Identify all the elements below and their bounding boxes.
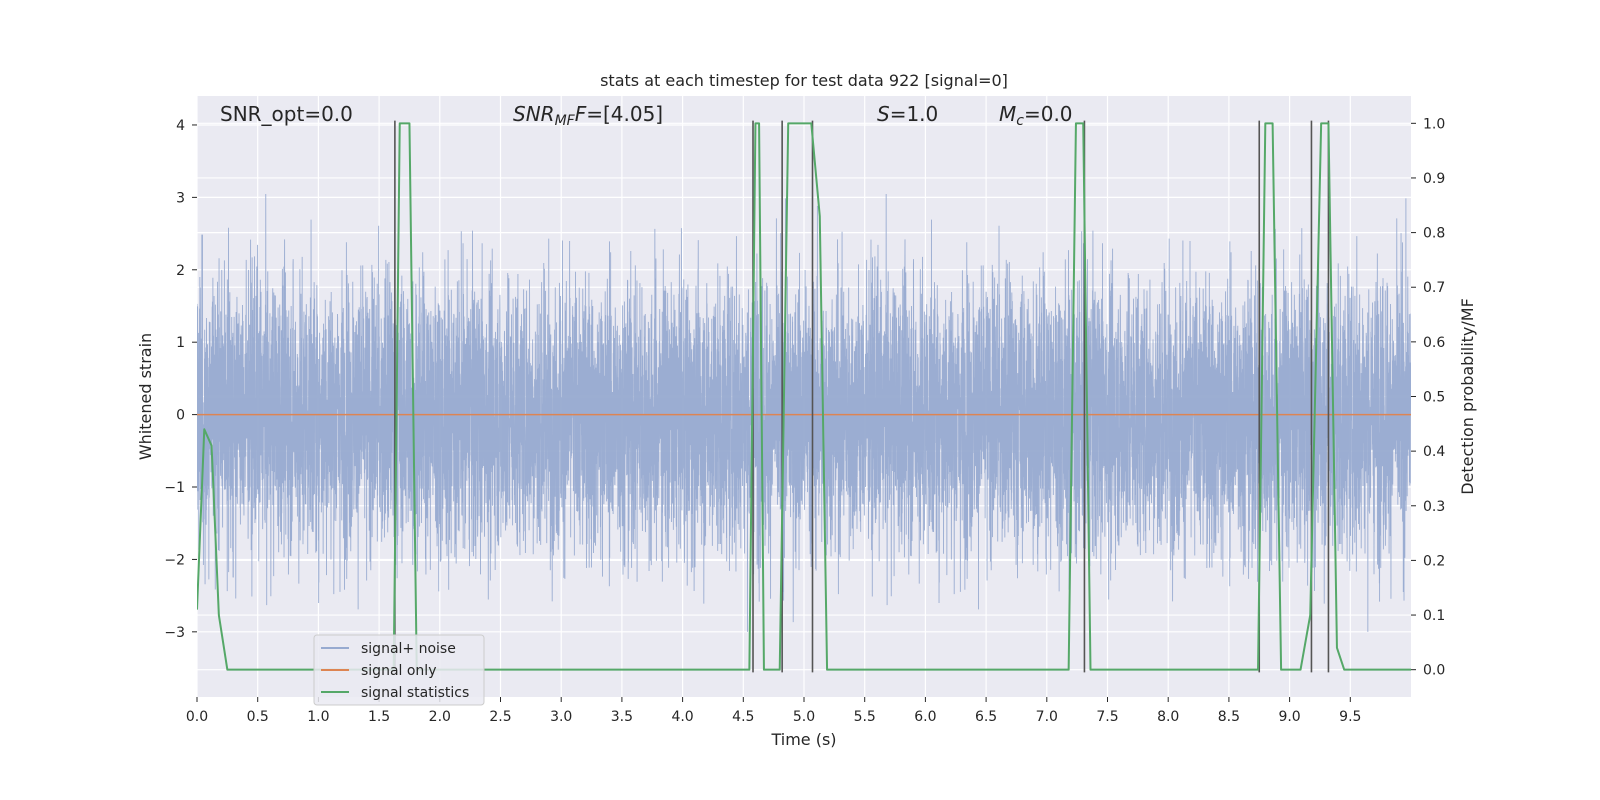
- annotation-snr-mf: SNRMFF=[4.05]: [513, 102, 663, 129]
- y-axis-label: Whitened strain: [136, 333, 155, 460]
- axis-ticks: 0.0 0.5 1.0 1.5 2.0 2.5 3.0 3.5 4.0 4.5 5.0 5.5 6.0 6…: [164, 116, 1445, 725]
- y-tick-label: 4: [176, 118, 185, 134]
- y-right-tick-label: 0.3: [1423, 499, 1445, 515]
- y-right-tick-label: 0.5: [1423, 390, 1445, 406]
- y-tick-label: 2: [176, 263, 185, 279]
- y-right-tick-label: 0.1: [1423, 608, 1445, 624]
- x-tick-label: 9.0: [1278, 709, 1300, 725]
- x-tick-label: 4.5: [732, 709, 754, 725]
- y-right-tick-label: 0.8: [1423, 226, 1445, 242]
- y-right-tick-label: 0.7: [1423, 280, 1445, 296]
- y-tick-label: −1: [164, 480, 185, 496]
- annotation-mc: Mc=0.0: [999, 102, 1073, 129]
- y-tick-label: 1: [176, 335, 185, 351]
- y-tick-label: −3: [164, 625, 185, 641]
- x-tick-label: 6.5: [975, 709, 997, 725]
- x-tick-label: 2.0: [429, 709, 451, 725]
- y-tick-label: −2: [164, 552, 185, 568]
- x-tick-label: 6.0: [914, 709, 936, 725]
- legend: signal+ noise signal only signal statistic…: [313, 634, 485, 706]
- legend-label: signal only: [361, 663, 436, 679]
- legend-label: signal+ noise: [361, 641, 456, 657]
- y-tick-label: 0: [176, 408, 185, 424]
- x-tick-label: 8.0: [1157, 709, 1179, 725]
- x-tick-label: 5.5: [854, 709, 876, 725]
- y-tick-label: 3: [176, 190, 185, 206]
- x-tick-label: 2.5: [489, 709, 511, 725]
- noise-trace: [197, 194, 1411, 632]
- chart-title: stats at each timestep for test data 922…: [600, 71, 1008, 90]
- legend-label: signal statistics: [361, 685, 469, 701]
- x-tick-label: 7.5: [1096, 709, 1118, 725]
- x-axis-label: Time (s): [770, 730, 836, 749]
- x-tick-label: 0.0: [186, 709, 208, 725]
- x-tick-label: 1.0: [307, 709, 329, 725]
- legend-box: [313, 634, 485, 706]
- y-right-tick-label: 0.2: [1423, 553, 1445, 569]
- x-tick-label: 9.5: [1339, 709, 1361, 725]
- y-right-tick-label: 0.0: [1423, 663, 1445, 679]
- y-right-tick-label: 0.9: [1423, 171, 1445, 187]
- x-tick-label: 1.5: [368, 709, 390, 725]
- x-tick-label: 8.5: [1218, 709, 1240, 725]
- x-tick-label: 3.0: [550, 709, 572, 725]
- x-tick-label: 5.0: [793, 709, 815, 725]
- y-right-tick-label: 1.0: [1423, 116, 1445, 132]
- x-tick-label: 3.5: [611, 709, 633, 725]
- statistics-line: [197, 122, 1411, 671]
- annotation-snr-opt: SNR_opt=0.0: [220, 102, 353, 126]
- y-right-tick-label: 0.6: [1423, 335, 1445, 351]
- annotation-s: S=1.0: [877, 102, 938, 126]
- x-tick-label: 0.5: [247, 709, 269, 725]
- series-signal-statistics: [197, 122, 1411, 671]
- y-right-axis-label: Detection probability/MF: [1458, 298, 1477, 495]
- y-right-tick-label: 0.4: [1423, 444, 1445, 460]
- x-tick-label: 7.0: [1036, 709, 1058, 725]
- series-signal-plus-noise: [197, 194, 1411, 632]
- x-tick-label: 4.0: [671, 709, 693, 725]
